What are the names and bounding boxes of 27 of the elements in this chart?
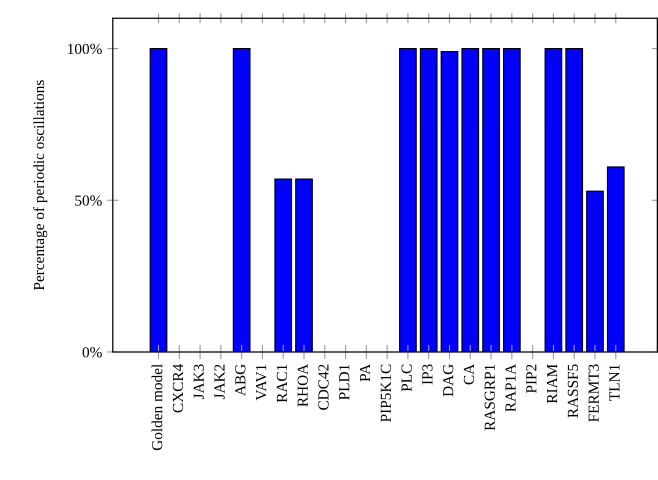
y-tick-label: 0% bbox=[82, 347, 102, 358]
x-tick-label: JAK2 bbox=[214, 364, 225, 400]
x-tick-label: Golden model bbox=[152, 364, 162, 450]
x-tick-label: DAG bbox=[443, 364, 454, 396]
x-tick-label: JAK3 bbox=[194, 364, 204, 400]
y-axis-title: Percentage of periodic oscillations bbox=[33, 80, 48, 290]
x-tick-label: PIP2 bbox=[526, 364, 536, 394]
x-tick-label: CXCR4 bbox=[172, 364, 184, 412]
x-tick-label: FERMT3 bbox=[588, 364, 599, 422]
x-tick-label: RAP1A bbox=[505, 364, 516, 412]
x-tick-label: VAV1 bbox=[256, 364, 266, 400]
x-tick-label: PLC bbox=[401, 364, 412, 392]
x-tick-label: CA bbox=[464, 364, 474, 384]
x-tick-label: RASGRP1 bbox=[484, 364, 495, 430]
x-tick-label: ABG bbox=[235, 364, 246, 396]
x-tick-label: RHOA bbox=[298, 364, 308, 407]
x-tick-label: PIP5K1C bbox=[380, 364, 391, 422]
x-tick-label: PA bbox=[360, 364, 370, 382]
x-tick-label: RASSF5 bbox=[568, 364, 578, 418]
x-tick-label: CDC42 bbox=[318, 364, 329, 410]
x-tick-label: PLD1 bbox=[339, 364, 350, 400]
x-tick-label: RIAM bbox=[547, 364, 558, 404]
x-tick-label: IP3 bbox=[422, 364, 433, 384]
y-tick-label: 100% bbox=[68, 44, 102, 54]
y-tick-label: 50% bbox=[75, 195, 102, 206]
x-tick-label: TLN1 bbox=[609, 364, 620, 401]
x-tick-label: RAC1 bbox=[276, 364, 288, 402]
